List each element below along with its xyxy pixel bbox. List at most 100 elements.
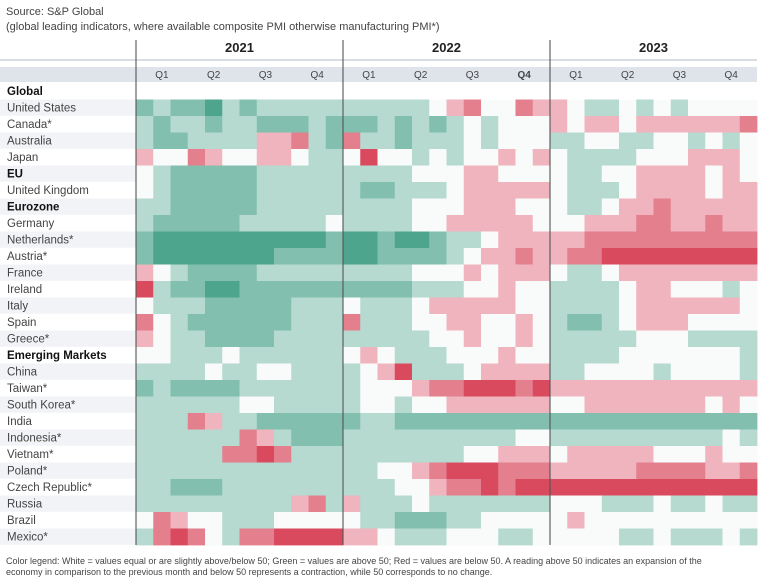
heatmap-cell <box>291 413 309 430</box>
heatmap-cell <box>653 479 672 496</box>
heatmap-cell <box>377 528 396 546</box>
heatmap-cell <box>308 297 327 315</box>
heatmap-cell <box>187 528 206 546</box>
row-stripe <box>0 165 136 182</box>
heatmap-cell <box>394 297 413 315</box>
heatmap-cell <box>360 413 378 430</box>
heatmap-cell <box>515 330 534 348</box>
subtitle: (global leading indicators, where availa… <box>6 21 440 33</box>
row-stripe <box>0 495 136 512</box>
heatmap-cell <box>567 446 585 463</box>
quarter-label: Q2 <box>621 70 635 81</box>
heatmap-cell <box>722 363 741 381</box>
heatmap-cell <box>325 198 344 216</box>
heatmap-cell <box>187 363 206 381</box>
row-label: Australia <box>7 136 52 148</box>
heatmap-cell <box>739 264 758 282</box>
legend-line-1: Color legend: White = values equal or ar… <box>6 556 702 566</box>
heatmap-cell <box>636 215 654 232</box>
heatmap-cell <box>688 495 706 513</box>
heatmap-cell <box>325 215 344 232</box>
heatmap-cell <box>481 116 499 133</box>
heatmap-cell <box>550 330 568 348</box>
heatmap-cell <box>291 264 309 282</box>
heatmap-cell <box>274 512 292 529</box>
heatmap-cell <box>256 116 275 133</box>
row-label: Austria* <box>7 251 48 263</box>
heatmap-cell <box>343 479 361 496</box>
heatmap-cell <box>705 215 723 232</box>
heatmap-cell <box>446 429 465 447</box>
heatmap-cell <box>515 446 534 463</box>
heatmap-cell <box>394 347 413 364</box>
heatmap-cell <box>739 297 758 315</box>
heatmap-cell <box>394 462 413 480</box>
heatmap-cell <box>532 215 551 232</box>
heatmap-cell <box>412 314 430 331</box>
heatmap-cell <box>636 248 654 265</box>
heatmap-cell <box>481 528 499 546</box>
heatmap-cell <box>550 528 568 546</box>
heatmap-cell <box>429 248 447 265</box>
heatmap-cell <box>705 314 723 331</box>
heatmap-cell <box>739 182 758 199</box>
heatmap-cell <box>256 462 275 480</box>
heatmap-cell <box>325 116 344 133</box>
heatmap-cell <box>515 495 534 513</box>
heatmap-cell <box>463 165 482 183</box>
heatmap-cell <box>153 281 171 298</box>
heatmap-cell <box>308 446 327 463</box>
heatmap-cell <box>256 396 275 414</box>
heatmap-cell <box>446 132 465 150</box>
heatmap-cell <box>550 182 568 199</box>
heatmap-cell <box>187 248 206 265</box>
row-label: Russia <box>7 499 43 511</box>
heatmap-cell <box>670 182 689 199</box>
heatmap-cell <box>601 132 620 150</box>
heatmap-cell <box>636 495 654 513</box>
heatmap-cell <box>601 297 620 315</box>
heatmap-cell <box>222 528 240 546</box>
heatmap-cell <box>722 314 741 331</box>
heatmap-cell <box>343 165 361 183</box>
heatmap-cell <box>274 330 292 348</box>
heatmap-cell <box>222 116 240 133</box>
heatmap-cell <box>550 314 568 331</box>
heatmap-cell <box>170 429 189 447</box>
heatmap-cell <box>619 248 637 265</box>
heatmap-cell <box>653 413 672 430</box>
heatmap-cell <box>619 215 637 232</box>
heatmap-cell <box>688 264 706 282</box>
heatmap-cell <box>308 198 327 216</box>
heatmap-cell <box>412 363 430 381</box>
heatmap-cell <box>688 479 706 496</box>
heatmap-cell <box>291 182 309 199</box>
heatmap-cell <box>205 297 223 315</box>
heatmap-cell <box>429 165 447 183</box>
heatmap-cell <box>412 264 430 282</box>
heatmap-cell <box>256 132 275 150</box>
heatmap-cell <box>205 528 223 546</box>
heatmap-cell <box>429 446 447 463</box>
heatmap-cell <box>205 165 223 183</box>
heatmap-cell <box>239 165 258 183</box>
heatmap-cell <box>636 429 654 447</box>
heatmap-cell <box>636 446 654 463</box>
heatmap-cell <box>653 495 672 513</box>
heatmap-cell <box>688 99 706 117</box>
heatmap-cell <box>498 182 516 199</box>
heatmap-cell <box>291 215 309 232</box>
heatmap-cell <box>619 116 637 133</box>
heatmap-cell <box>567 429 585 447</box>
row-label: Italy <box>7 301 28 313</box>
heatmap-cell <box>498 297 516 315</box>
heatmap-cell <box>239 512 258 529</box>
heatmap-cell <box>498 314 516 331</box>
heatmap-cell <box>636 528 654 546</box>
heatmap-cell <box>205 198 223 216</box>
heatmap-cell <box>584 297 603 315</box>
heatmap-cell <box>705 132 723 150</box>
heatmap-cell <box>429 479 447 496</box>
heatmap-cell <box>170 215 189 232</box>
heatmap-cell <box>670 363 689 381</box>
